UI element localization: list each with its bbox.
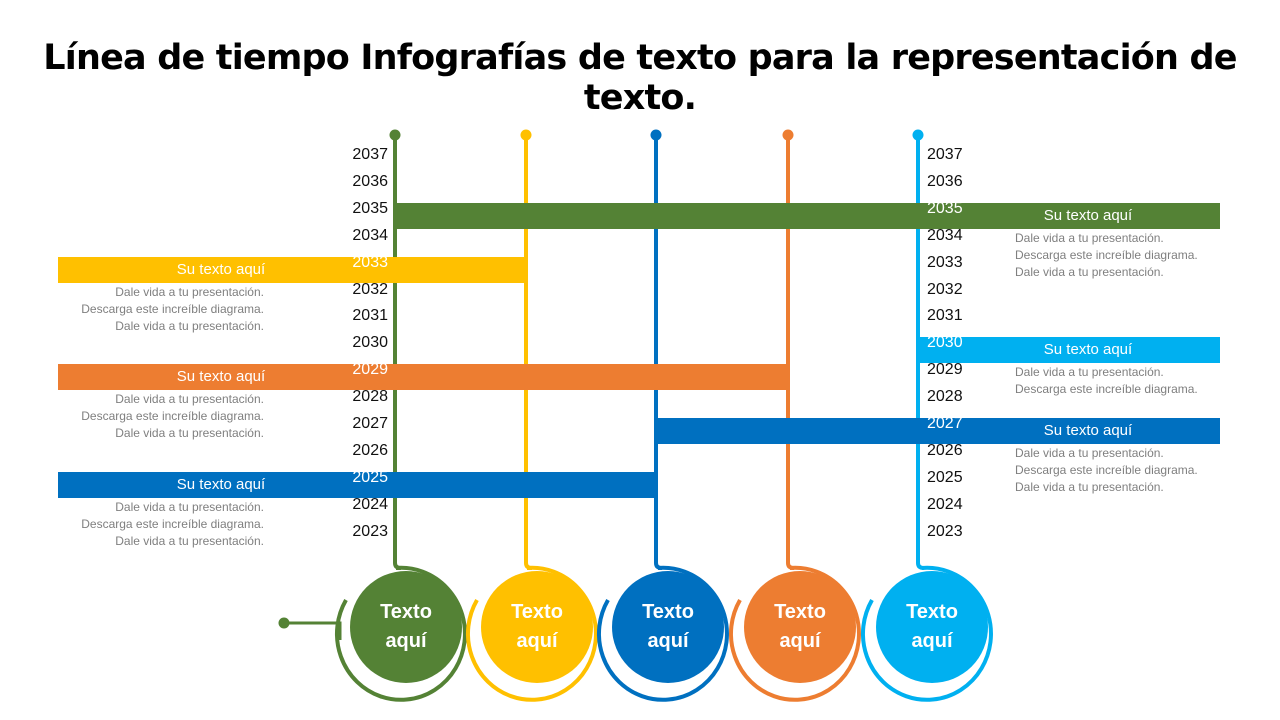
description-line: Descarga este increíble diagrama.: [81, 301, 264, 316]
circle-label: Texto: [511, 601, 563, 623]
year-label-left: 2030: [352, 334, 388, 352]
bar-label: Su texto aquí: [176, 368, 266, 386]
year-label-right: 2026: [927, 441, 963, 459]
timeline-line: [393, 135, 402, 570]
circle-label: aquí: [911, 630, 953, 652]
timeline-line: [786, 135, 795, 570]
description-line: Dale vida a tu presentación.: [1015, 264, 1164, 279]
year-label-right: 2029: [927, 361, 963, 379]
description-line: Dale vida a tu presentación.: [1015, 446, 1164, 460]
timeline-line: [524, 135, 533, 570]
description-line: Dale vida a tu presentación.: [115, 318, 264, 333]
year-label-left: 2037: [352, 146, 388, 163]
description-line: Dale vida a tu presentación.: [115, 499, 264, 514]
timeline-top-dot: [389, 129, 401, 141]
circle-orange: Texto aquí: [744, 571, 856, 683]
page-title: Línea de tiempo Infografías de texto par…: [43, 38, 1237, 118]
year-label-right: 2028: [927, 388, 963, 406]
circle-label: aquí: [385, 630, 427, 652]
bar-label: Su texto aquí: [1043, 422, 1133, 439]
description-line: Dale vida a tu presentación.: [115, 426, 264, 441]
timeline-bar: [656, 418, 1220, 444]
description-line: Dale vida a tu presentación.: [115, 533, 264, 548]
timeline-bar: [58, 256, 526, 283]
year-label-left: 2027: [352, 415, 388, 432]
description-text: Dale vida a tu presentación. Descarga est…: [81, 284, 264, 335]
description-text: Dale vida a tu presentación. Descarga est…: [1015, 230, 1198, 281]
circle-label: Texto: [774, 601, 826, 623]
year-label-left: 2026: [352, 441, 388, 459]
year-label-left: 2036: [352, 172, 388, 190]
description-line: Dale vida a tu presentación.: [115, 392, 264, 407]
timeline-bar: [58, 471, 656, 498]
year-label-right: 2031: [927, 307, 963, 325]
year-label-right: 2032: [927, 280, 963, 298]
circle-label: aquí: [779, 630, 821, 652]
year-label-right: 2034: [927, 226, 963, 244]
description-line: Dale vida a tu presentación.: [1015, 480, 1164, 494]
timeline-bar: [395, 202, 1220, 229]
description-text: Dale vida a tu presentación. Descarga est…: [81, 391, 264, 442]
circle-blue: Texto aquí: [612, 571, 724, 683]
timeline-top-dot: [650, 129, 662, 141]
year-label-left: 2031: [352, 307, 388, 325]
description-line: Dale vida a tu presentación.: [1015, 365, 1164, 380]
year-label-right: 2033: [927, 253, 963, 271]
bar-label: Su texto aquí: [1043, 206, 1133, 224]
circle-label: aquí: [647, 630, 689, 652]
bar-label: Su texto aquí: [176, 475, 266, 493]
year-label-left: 2035: [352, 199, 388, 217]
circle-label: Texto: [906, 601, 958, 623]
circle-label: aquí: [516, 630, 558, 652]
description-line: Dale vida a tu presentación.: [1015, 230, 1164, 245]
description-line: Descarga este increíble diagrama.: [1015, 463, 1198, 477]
bar-label: Su texto aquí: [1043, 341, 1133, 359]
year-label-left: 2029: [352, 361, 388, 379]
timeline-line: [654, 135, 663, 570]
timeline-top-dot: [520, 129, 532, 141]
description-line: Descarga este increíble diagrama.: [1015, 247, 1198, 262]
circle-label: Texto: [380, 601, 432, 623]
timeline-top-dot: [782, 129, 794, 141]
description-line: Descarga este increíble diagrama.: [81, 516, 264, 531]
description-line: Descarga este increíble diagrama.: [81, 409, 264, 424]
year-label-left: 2025: [352, 468, 388, 486]
year-label-left: 2033: [352, 253, 388, 271]
year-label-right: 2024: [927, 495, 963, 513]
circle-green: Texto aquí: [350, 571, 462, 683]
description-text: Dale vida a tu presentación. Descarga est…: [81, 499, 264, 550]
circle-yellow: Texto aquí: [481, 571, 593, 683]
timeline-bar: [918, 337, 1220, 364]
year-label-left: 2028: [352, 388, 388, 406]
description-text: Dale vida a tu presentación. Descarga est…: [1015, 364, 1198, 398]
year-label-right: 2036: [927, 172, 963, 190]
year-label-right: 2030: [927, 334, 963, 352]
year-label-right: 2027: [927, 415, 963, 432]
circle-label: Texto: [642, 601, 694, 623]
connector-line: [284, 621, 342, 640]
timeline-bar: [58, 364, 788, 391]
year-label-right: 2025: [927, 468, 963, 486]
year-label-right: 2035: [927, 199, 963, 217]
description-line: Descarga este increíble diagrama.: [1015, 382, 1198, 397]
bar-label: Su texto aquí: [176, 260, 266, 278]
year-label-right: 2037: [927, 146, 963, 163]
timeline-top-dot: [912, 129, 924, 141]
description-text: Dale vida a tu presentación. Descarga est…: [1015, 445, 1198, 496]
circle-lightblue: Texto aquí: [876, 571, 988, 683]
year-label-left: 2034: [352, 226, 388, 244]
year-label-right: 2023: [927, 522, 963, 540]
description-line: Dale vida a tu presentación.: [115, 284, 264, 299]
year-label-left: 2023: [352, 522, 388, 540]
connector-dot: [278, 617, 290, 629]
year-label-left: 2032: [352, 280, 388, 298]
year-label-left: 2024: [352, 495, 388, 513]
